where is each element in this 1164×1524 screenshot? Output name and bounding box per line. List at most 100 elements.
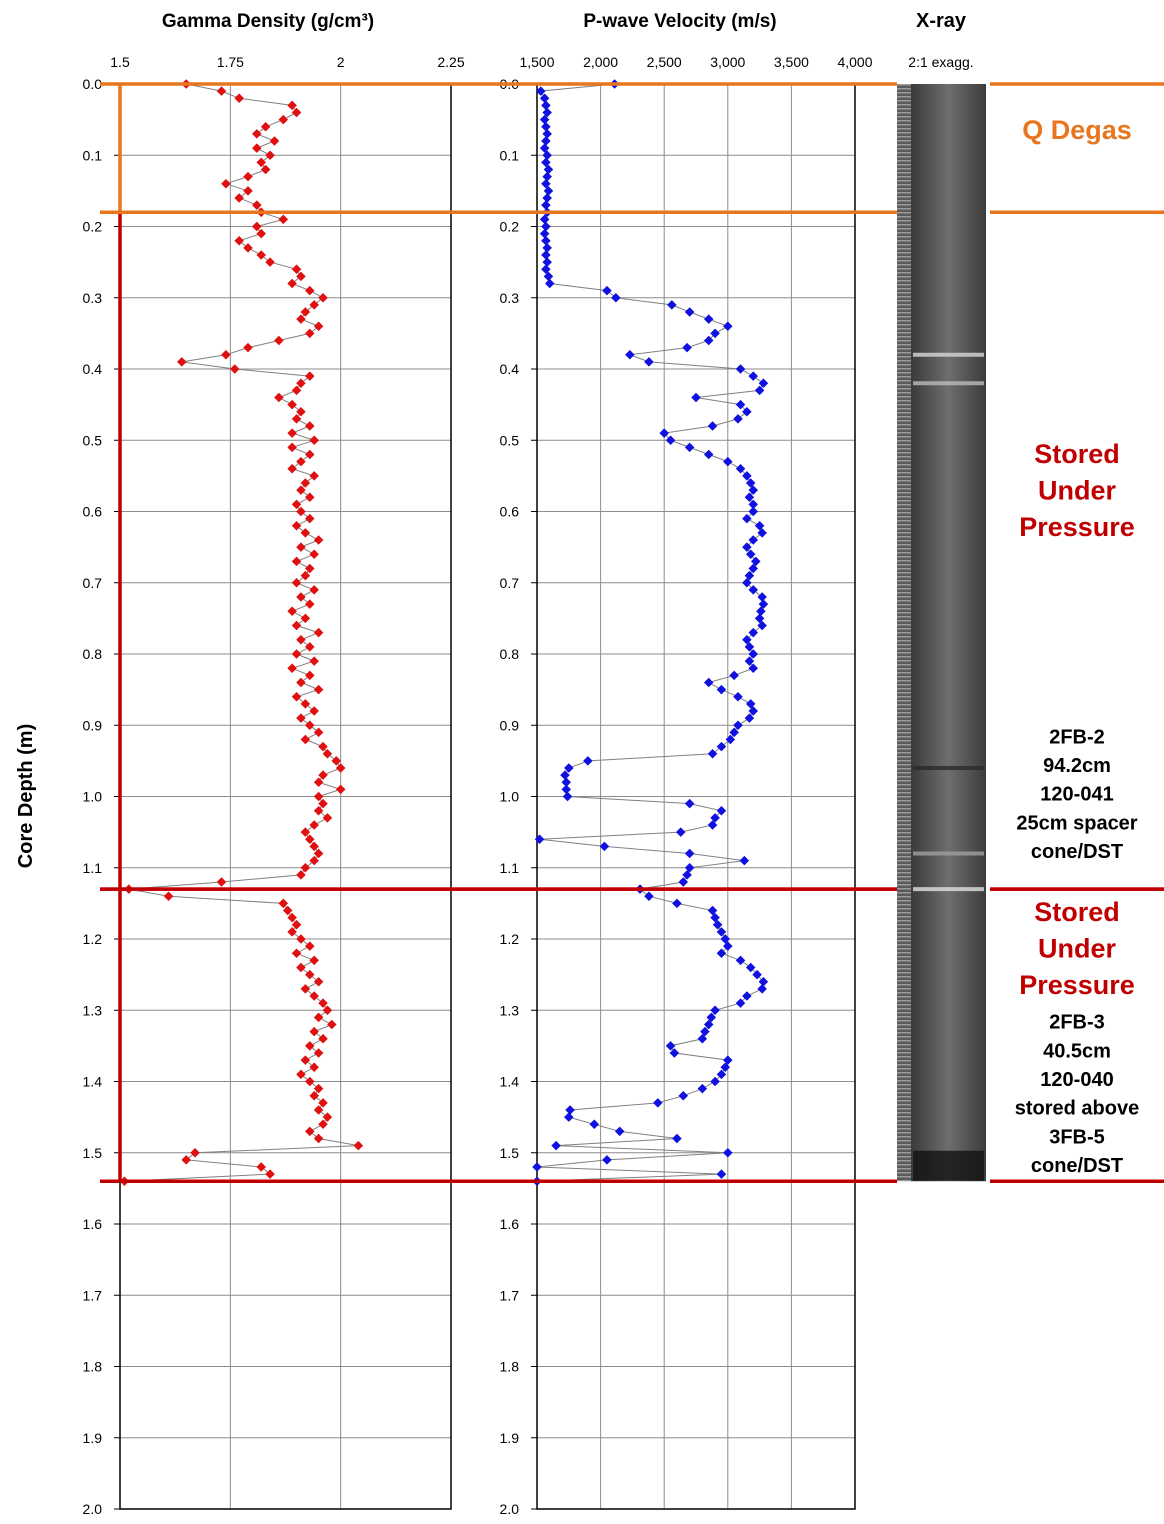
data-point <box>300 478 311 488</box>
xray-subtitle: 2:1 exagg. <box>908 54 973 70</box>
x-tick-label: 2.25 <box>437 54 464 70</box>
y-tick-label: 1.9 <box>500 1430 520 1446</box>
chart-title: Gamma Density (g/cm³) <box>162 11 374 32</box>
zone-title: Under <box>1038 476 1117 506</box>
x-tick-label: 3,000 <box>710 54 745 70</box>
data-point <box>665 1041 676 1051</box>
data-point <box>742 577 752 588</box>
data-point <box>300 827 311 837</box>
data-point <box>291 691 302 702</box>
data-point <box>309 1090 319 1101</box>
data-point <box>742 542 752 552</box>
data-point <box>758 599 769 609</box>
data-point <box>190 1147 200 1158</box>
zone-title: Stored <box>1034 897 1120 927</box>
y-tick-label: 1.6 <box>500 1216 520 1232</box>
data-point <box>744 642 755 652</box>
x-tick-label: 1,500 <box>519 54 554 70</box>
data-point <box>744 492 755 503</box>
data-point <box>313 791 324 802</box>
data-point <box>256 157 266 168</box>
data-point <box>697 1083 708 1094</box>
data-point <box>260 164 271 175</box>
data-point <box>305 492 315 503</box>
y-tick-label: 0.2 <box>500 219 520 235</box>
data-point <box>745 549 756 560</box>
data-point <box>757 984 767 994</box>
data-point <box>716 741 727 752</box>
data-point <box>735 463 746 474</box>
data-point <box>754 613 765 624</box>
data-point <box>296 406 306 417</box>
y-tick-label: 0.7 <box>500 575 520 591</box>
data-point <box>309 471 319 481</box>
data-point <box>287 100 297 111</box>
data-point <box>614 1126 625 1137</box>
y-tick-label: 1.8 <box>500 1359 520 1375</box>
data-point <box>243 171 253 182</box>
data-point <box>309 435 319 446</box>
data-point <box>678 1090 689 1101</box>
data-point <box>703 1019 714 1030</box>
data-point <box>564 1112 574 1122</box>
data-point <box>309 991 319 1001</box>
data-point <box>305 513 315 524</box>
data-point <box>729 727 739 738</box>
data-point <box>735 955 746 966</box>
y-tick-label: 0.3 <box>83 290 103 306</box>
xray-title: X-ray <box>916 10 967 32</box>
data-point <box>583 756 593 766</box>
y-tick-label: 0.3 <box>500 290 520 306</box>
data-point <box>287 442 297 453</box>
data-point <box>296 677 306 688</box>
y-tick-label: 1.2 <box>83 931 103 947</box>
data-point <box>716 948 727 959</box>
data-point <box>706 1012 717 1023</box>
data-point <box>742 634 752 645</box>
data-point <box>300 984 311 994</box>
data-point <box>710 328 720 339</box>
data-point <box>274 335 284 346</box>
data-point <box>716 1069 727 1080</box>
data-point <box>703 314 714 324</box>
data-point <box>300 1055 311 1065</box>
data-point <box>313 777 324 788</box>
xray-feature <box>913 381 984 386</box>
data-point <box>564 763 574 773</box>
data-point <box>305 969 315 980</box>
data-point <box>703 677 714 688</box>
data-point <box>265 150 275 161</box>
data-point <box>742 471 752 481</box>
data-point <box>322 1005 333 1016</box>
data-point <box>234 235 244 246</box>
data-point <box>300 528 311 538</box>
data-point <box>697 1033 708 1044</box>
data-point <box>541 264 551 275</box>
data-point <box>318 292 328 303</box>
data-point <box>309 1026 319 1037</box>
data-point <box>252 200 262 210</box>
data-point <box>287 463 297 474</box>
zone-note: 120-041 <box>1040 784 1113 806</box>
data-point <box>541 178 551 189</box>
data-point <box>305 941 315 951</box>
zone-note: stored above <box>1015 1098 1139 1120</box>
data-point <box>291 919 302 930</box>
data-point <box>313 805 324 816</box>
data-point <box>602 285 612 296</box>
data-point <box>684 862 695 873</box>
data-point <box>542 107 552 118</box>
data-point <box>539 143 550 153</box>
zone-note: 120-040 <box>1040 1069 1113 1091</box>
zone-title: Pressure <box>1019 512 1135 542</box>
y-tick-label: 1.3 <box>500 1002 520 1018</box>
data-point <box>757 528 767 538</box>
data-point <box>700 1026 710 1037</box>
y-tick-label: 0.9 <box>500 717 520 733</box>
y-tick-label: 0.6 <box>500 504 520 520</box>
data-point <box>322 1112 333 1122</box>
data-point <box>723 1055 733 1065</box>
data-point <box>744 570 755 581</box>
data-point <box>300 699 311 709</box>
